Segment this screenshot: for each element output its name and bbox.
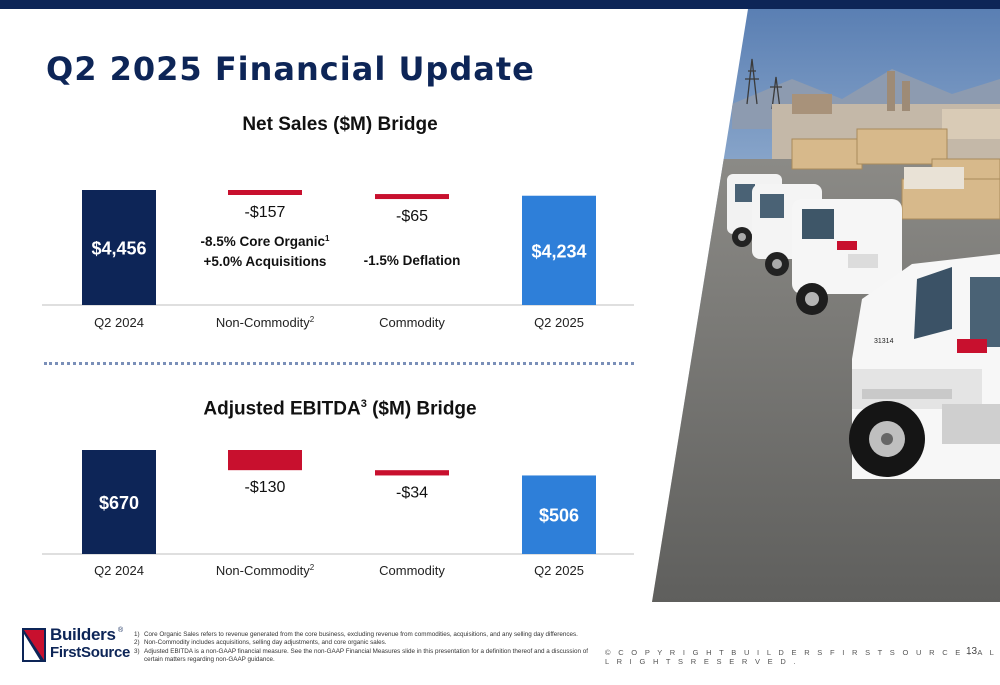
builders-firstsource-logo: Builders ® FirstSource xyxy=(22,625,132,665)
bar-q2-2024 xyxy=(82,450,156,554)
chart-title-text: Adjusted EBITDA xyxy=(203,398,361,420)
footnote-text: Adjusted EBITDA is a non-GAAP financial … xyxy=(144,647,588,663)
bar-q2-2024 xyxy=(82,190,156,305)
logo-mark-icon xyxy=(22,628,46,662)
annotation-label: -1.5% Deflation xyxy=(364,253,461,268)
value-label-non-commodity: -$130 xyxy=(245,479,286,496)
ebitda-bridge-chart: $670 Q2 2024 -$130 Non-Commodity2 -$34 Commod… xyxy=(42,450,634,578)
top-accent-bar xyxy=(0,0,1000,9)
annotation-label: +5.0% Acquisitions xyxy=(204,254,327,269)
logo-text-firstsource: FirstSource xyxy=(50,644,131,661)
chart-title-net-sales: Net Sales ($M) Bridge xyxy=(120,114,560,136)
value-label-non-commodity: -$157 xyxy=(245,204,286,221)
x-tick-label-non-commodity: Non-Commodity2 xyxy=(216,563,315,578)
value-label-commodity: -$34 xyxy=(396,484,428,501)
chart-title-superscript: 3 xyxy=(360,398,367,410)
value-label-commodity: -$65 xyxy=(396,208,428,225)
chart-title-text: Net Sales ($M) Bridge xyxy=(242,114,438,135)
slide-title: Q2 2025 Financial Update xyxy=(46,50,535,88)
value-label-q2-2024: $670 xyxy=(99,493,139,513)
footnote-text: Core Organic Sales refers to revenue gen… xyxy=(144,631,578,638)
logo-text-builders: Builders xyxy=(50,625,116,644)
svg-text:31314: 31314 xyxy=(874,338,894,345)
footnote-text: Non-Commodity includes acquisitions, sel… xyxy=(144,639,387,647)
footnotes: 1) Core Organic Sales refers to revenue … xyxy=(134,631,594,664)
net-sales-bridge-chart: $4,456 Q2 2024 -$157 Non-Commodity2 -$65 Comm… xyxy=(42,190,634,330)
value-label-q2-2025: $506 xyxy=(539,506,579,526)
logo-registered-mark: ® xyxy=(118,627,124,634)
page-number: 13 xyxy=(966,646,978,657)
bar-q2-2025 xyxy=(522,475,596,554)
chart-title-ebitda: Adjusted EBITDA3 ($M) Bridge xyxy=(120,398,560,420)
bar-non-commodity xyxy=(228,190,302,195)
copyright-notice: © C O P Y R I G H T B U I L D E R S F I … xyxy=(605,648,997,666)
x-tick-label-q2-2025: Q2 2025 xyxy=(534,563,584,578)
x-tick-label-commodity: Commodity xyxy=(379,315,445,330)
value-label-q2-2025: $4,234 xyxy=(531,241,586,261)
section-divider xyxy=(44,362,634,365)
bar-non-commodity xyxy=(228,450,302,471)
bar-q2-2025 xyxy=(522,195,596,305)
footnote: 3) Adjusted EBITDA is a non-GAAP financi… xyxy=(134,648,594,665)
bar-commodity xyxy=(375,470,449,476)
bar-commodity xyxy=(375,194,449,200)
x-tick-label-non-commodity: Non-Commodity2 xyxy=(216,315,315,330)
x-tick-label-commodity: Commodity xyxy=(379,563,445,578)
footnote-number: 3) xyxy=(134,647,140,655)
annotation-label: -8.5% Core Organic1 xyxy=(201,234,331,249)
x-tick-label-q2-2024: Q2 2024 xyxy=(94,315,144,330)
chart-title-suffix: ($M) Bridge xyxy=(366,398,477,420)
footnote: 2) Non-Commodity includes acquisitions, … xyxy=(134,639,594,647)
truck-yard-photo: 31314 xyxy=(652,9,1000,602)
value-label-q2-2024: $4,456 xyxy=(91,239,146,259)
footnote-number: 2) xyxy=(134,639,140,647)
x-tick-label-q2-2025: Q2 2025 xyxy=(534,315,584,330)
footnote-number: 1) xyxy=(134,631,140,638)
footnote: 1) Core Organic Sales refers to revenue … xyxy=(134,631,594,639)
x-tick-label-q2-2024: Q2 2024 xyxy=(94,563,144,578)
